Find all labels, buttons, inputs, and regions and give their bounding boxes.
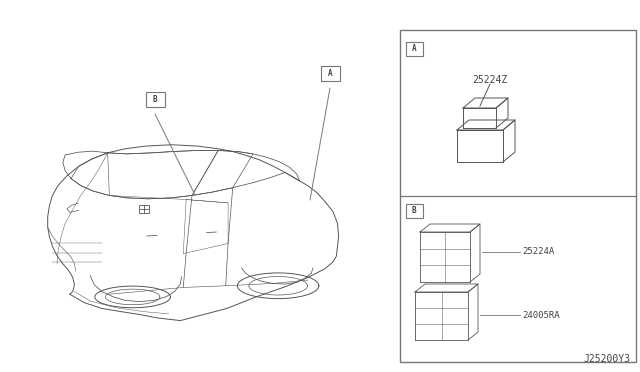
Bar <box>400 30 636 362</box>
FancyBboxPatch shape <box>321 65 339 80</box>
FancyBboxPatch shape <box>145 92 164 106</box>
FancyBboxPatch shape <box>406 42 422 55</box>
Text: B: B <box>412 206 416 215</box>
Text: B: B <box>153 94 157 103</box>
FancyBboxPatch shape <box>406 203 422 218</box>
Text: 25224Z: 25224Z <box>472 75 508 85</box>
Bar <box>140 205 149 213</box>
Text: 24005RA: 24005RA <box>522 311 559 320</box>
Text: 25224A: 25224A <box>522 247 554 257</box>
Text: A: A <box>412 44 416 53</box>
Text: J25200Y3: J25200Y3 <box>583 354 630 364</box>
Text: A: A <box>328 68 332 77</box>
